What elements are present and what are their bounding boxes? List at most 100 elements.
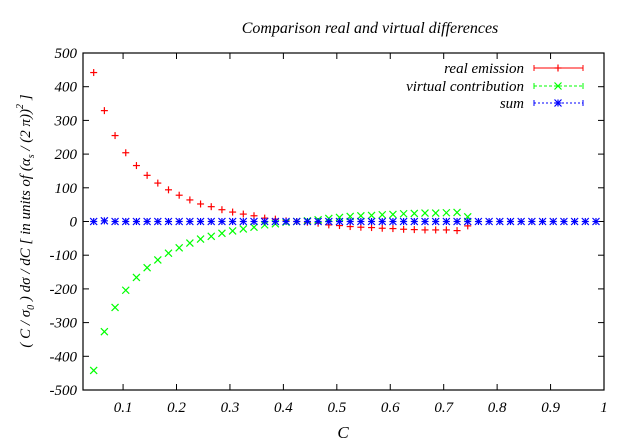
virtual-contribution-point-stroke bbox=[207, 232, 216, 241]
virtual-contribution-point-stroke bbox=[143, 263, 152, 272]
virtual-contribution-point-stroke bbox=[431, 209, 440, 217]
virtual-contribution-point-stroke bbox=[132, 273, 141, 282]
sum-point bbox=[303, 217, 312, 226]
sum-point bbox=[196, 217, 205, 226]
sum-point bbox=[399, 217, 408, 226]
virtual-contribution-point-stroke bbox=[228, 227, 237, 235]
sum-point bbox=[495, 217, 504, 226]
sum-point bbox=[335, 217, 344, 226]
sum-point-stroke bbox=[228, 217, 237, 226]
sum-point bbox=[431, 217, 440, 226]
virtual-contribution-point bbox=[207, 232, 216, 241]
virtual-contribution-point-stroke bbox=[389, 210, 397, 219]
real-emission-point bbox=[421, 226, 429, 234]
sum-point bbox=[100, 216, 109, 225]
virtual-contribution-point bbox=[356, 211, 365, 220]
x-tick-label: 0.6 bbox=[381, 400, 400, 416]
sum-point bbox=[453, 217, 461, 226]
sum-point bbox=[292, 217, 301, 226]
sum-point-stroke bbox=[89, 217, 98, 226]
sum-point-stroke bbox=[527, 217, 536, 226]
y-tick-label: -100 bbox=[50, 248, 78, 264]
y-tick-label: -300 bbox=[50, 316, 78, 332]
sum-point bbox=[228, 217, 237, 226]
sum-point bbox=[442, 217, 451, 226]
x-tick-label: 0.2 bbox=[167, 400, 186, 416]
sum-point-stroke bbox=[399, 217, 408, 226]
sum-point-stroke bbox=[410, 217, 419, 226]
sum-point-stroke bbox=[463, 217, 472, 226]
real-emission-point bbox=[218, 206, 226, 214]
sum-point bbox=[463, 217, 472, 226]
sum-point-stroke bbox=[570, 217, 579, 226]
sum-point-stroke bbox=[495, 217, 504, 226]
sum-point-stroke bbox=[100, 216, 109, 225]
virtual-contribution-point-stroke bbox=[356, 211, 365, 220]
virtual-contribution-point-stroke bbox=[153, 255, 162, 264]
y-tick-label: -200 bbox=[50, 282, 78, 298]
data-points bbox=[89, 69, 600, 375]
y-tick-label: -500 bbox=[50, 383, 78, 399]
sum-point bbox=[410, 217, 419, 226]
real-emission-point bbox=[175, 191, 183, 199]
sum-point-stroke bbox=[581, 217, 590, 226]
sum-point-stroke bbox=[153, 217, 162, 226]
virtual-contribution-point-stroke bbox=[410, 209, 419, 218]
sum-point-stroke bbox=[421, 217, 429, 226]
virtual-contribution-point bbox=[250, 223, 258, 232]
sum-point-stroke bbox=[303, 217, 312, 226]
sum-point bbox=[570, 217, 579, 226]
x-tick-label: 0.8 bbox=[488, 400, 507, 416]
legend-sample-sum-marker bbox=[554, 99, 562, 107]
sum-point-stroke bbox=[260, 217, 269, 226]
real-emission-point bbox=[368, 224, 376, 232]
sum-point bbox=[314, 217, 323, 226]
sum-point-stroke bbox=[218, 217, 226, 226]
real-emission-point bbox=[132, 162, 140, 170]
sum-point-stroke bbox=[185, 217, 194, 226]
sum-point-stroke bbox=[111, 217, 119, 226]
legend-sample-virtual-marker bbox=[554, 82, 562, 90]
virtual-contribution-point bbox=[100, 327, 109, 336]
real-emission-point bbox=[154, 179, 162, 187]
real-emission-point bbox=[389, 225, 397, 233]
sum-point bbox=[164, 217, 173, 226]
virtual-contribution-point-stroke bbox=[421, 209, 429, 217]
x-tick-label: 1 bbox=[600, 400, 608, 416]
sum-point bbox=[207, 217, 216, 226]
x-tick-label: 0.1 bbox=[114, 400, 133, 416]
virtual-contribution-point-stroke bbox=[111, 303, 119, 312]
real-emission-point bbox=[442, 226, 450, 234]
y-tick-label: 0 bbox=[70, 215, 78, 231]
virtual-contribution-point-stroke bbox=[164, 249, 173, 258]
x-tick-label: 0.7 bbox=[434, 400, 454, 416]
virtual-contribution-point-stroke bbox=[175, 243, 184, 252]
sum-point bbox=[581, 217, 590, 226]
sum-point-stroke bbox=[367, 217, 376, 226]
sum-point bbox=[218, 217, 226, 226]
sum-point bbox=[121, 217, 130, 226]
sum-point-stroke bbox=[389, 217, 397, 226]
virtual-contribution-point-stroke bbox=[185, 239, 194, 247]
virtual-contribution-point bbox=[431, 209, 440, 217]
real-emission-point bbox=[122, 149, 130, 157]
real-emission-point bbox=[164, 186, 172, 194]
legend-sample-sum-marker-stroke bbox=[554, 99, 562, 107]
sum-point bbox=[260, 217, 269, 226]
real-emission-point bbox=[239, 210, 247, 218]
sum-point bbox=[282, 217, 290, 226]
y-axis: -500 -400 -300 -200 -100 0 100 200 300 400 500 bbox=[50, 46, 604, 399]
sum-point-stroke bbox=[164, 217, 173, 226]
sum-point bbox=[175, 217, 184, 226]
virtual-contribution-point bbox=[378, 210, 387, 219]
virtual-contribution-point-stroke bbox=[367, 211, 376, 220]
virtual-contribution-point bbox=[228, 227, 237, 235]
sum-point bbox=[517, 217, 526, 226]
sum-point bbox=[346, 217, 355, 226]
virtual-contribution-point bbox=[89, 366, 98, 375]
virtual-contribution-point-stroke bbox=[121, 286, 130, 295]
y-tick-label: 500 bbox=[55, 46, 78, 62]
sum-point bbox=[538, 217, 547, 226]
sum-point bbox=[324, 217, 333, 226]
sum-point bbox=[111, 217, 119, 226]
